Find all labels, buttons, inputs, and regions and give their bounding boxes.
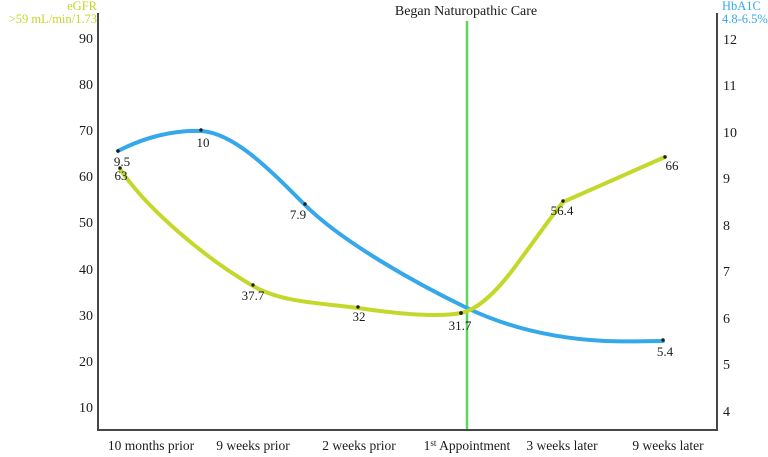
right-tick-12: 12 — [723, 33, 737, 48]
egfr-label-1: 37.7 — [242, 288, 265, 303]
left-tick-40: 40 — [79, 263, 93, 278]
hba1c-label-5: 5.4 — [657, 344, 674, 359]
right-tick-4: 4 — [723, 405, 730, 420]
left-tick-10: 10 — [79, 401, 93, 416]
hba1c-marker-5 — [661, 338, 665, 342]
hba1c-label-0: 9.5 — [114, 154, 130, 169]
hba1c-label-2: 7.9 — [290, 207, 306, 222]
egfr-marker-2 — [356, 305, 360, 309]
egfr-label-0: 63 — [115, 168, 128, 183]
egfr-marker-1 — [251, 283, 255, 287]
egfr-label-5: 66 — [666, 158, 680, 173]
right-tick-8: 8 — [723, 219, 730, 234]
hba1c-marker-0 — [116, 149, 120, 153]
right-tick-6: 6 — [723, 312, 730, 327]
right-tick-9: 9 — [723, 172, 730, 187]
x-label-1st-appointment: 1st Appointment — [424, 438, 511, 453]
left-tick-20: 20 — [79, 355, 93, 370]
x-label-10-months-prior: 10 months prior — [108, 438, 195, 453]
hba1c-marker-1 — [199, 128, 203, 132]
hba1c-axis-name: HbA1C — [722, 0, 761, 13]
hba1c-marker-2 — [303, 202, 307, 206]
left-tick-60: 60 — [79, 170, 93, 185]
x-label-3-weeks-later: 3 weeks later — [526, 438, 598, 453]
left-tick-80: 80 — [79, 78, 93, 93]
left-tick-30: 30 — [79, 309, 93, 324]
right-tick-11: 11 — [723, 79, 736, 94]
egfr-line — [118, 155, 667, 318]
right-tick-10: 10 — [723, 126, 737, 141]
right-tick-5: 5 — [723, 358, 730, 373]
left-tick-70: 70 — [79, 124, 93, 139]
x-label-2-weeks-prior: 2 weeks prior — [322, 438, 396, 453]
data-point-markers — [116, 128, 667, 342]
egfr-marker-3 — [459, 311, 463, 315]
x-label-9-weeks-prior: 9 weeks prior — [216, 438, 290, 453]
right-tick-7: 7 — [723, 265, 730, 280]
left-tick-50: 50 — [79, 216, 93, 231]
egfr-label-4: 56.4 — [551, 203, 574, 218]
egfr-marker-4 — [561, 199, 565, 203]
egfr-marker-5 — [663, 155, 667, 159]
x-label-9-weeks-later: 9 weeks later — [632, 438, 704, 453]
egfr-marker-0 — [118, 166, 122, 170]
egfr-label-2: 32 — [353, 309, 366, 324]
egfr-label-3: 31.7 — [449, 318, 472, 333]
left-tick-90: 90 — [79, 32, 93, 47]
egfr-axis-name: eGFR — [67, 0, 98, 13]
hba1c-axis-reference-range: 4.8-6.5% — [722, 12, 768, 26]
egfr-axis-reference-range: >59 mL/min/1.73 — [9, 12, 97, 26]
hba1c-label-1: 10 — [197, 135, 210, 150]
hba1c-line — [116, 128, 665, 344]
chart-title: Began Naturopathic Care — [395, 4, 537, 19]
